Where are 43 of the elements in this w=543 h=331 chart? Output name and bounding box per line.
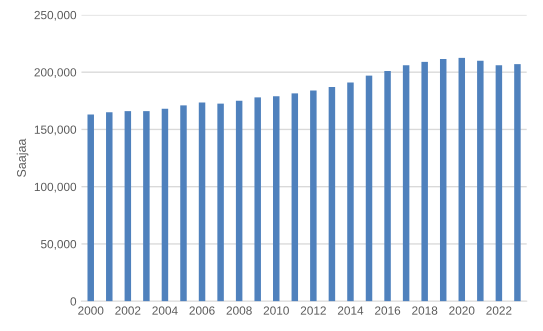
y-axis-title: Saajaa <box>16 138 28 177</box>
y-tick-label: 150,000 <box>34 125 76 136</box>
bar <box>273 96 280 302</box>
bar <box>254 97 261 302</box>
x-tick-label: 2012 <box>300 306 326 315</box>
bar <box>402 65 410 302</box>
bar <box>458 58 466 302</box>
y-tick-label: 0 <box>70 297 76 306</box>
x-tick-label: 2006 <box>190 306 215 315</box>
bar <box>292 93 298 302</box>
y-tick-label: 250,000 <box>34 10 76 21</box>
y-tick-label: 100,000 <box>34 182 76 192</box>
bar <box>180 105 187 302</box>
x-tick-label: 2004 <box>152 306 178 315</box>
x-tick-label: 2010 <box>264 306 289 315</box>
x-tick-label: 2002 <box>115 306 140 315</box>
x-tick-label: 2022 <box>486 306 512 315</box>
bar <box>328 87 336 302</box>
bar <box>421 62 428 302</box>
bar <box>440 58 446 302</box>
bar <box>347 82 354 302</box>
x-tick-label: 2014 <box>338 306 364 315</box>
x-tick-label: 2018 <box>412 306 438 315</box>
bar <box>236 100 242 302</box>
bar <box>366 76 372 302</box>
bar <box>198 102 206 302</box>
bar <box>124 111 132 302</box>
bar <box>514 64 521 302</box>
bar <box>87 114 94 302</box>
x-tick-label: 2020 <box>449 306 474 315</box>
y-tick-label: 200,000 <box>34 68 76 78</box>
x-tick-label: 2008 <box>226 306 252 315</box>
bar <box>143 111 150 302</box>
bar <box>310 90 317 302</box>
bar <box>496 65 502 302</box>
bar <box>106 112 113 302</box>
x-tick-label: 2000 <box>78 306 104 315</box>
y-tick-label: 50,000 <box>40 240 76 250</box>
x-tick-label: 2016 <box>375 306 400 315</box>
bar <box>477 60 484 302</box>
bar <box>217 104 224 302</box>
bar <box>162 108 168 302</box>
bar <box>384 71 391 302</box>
